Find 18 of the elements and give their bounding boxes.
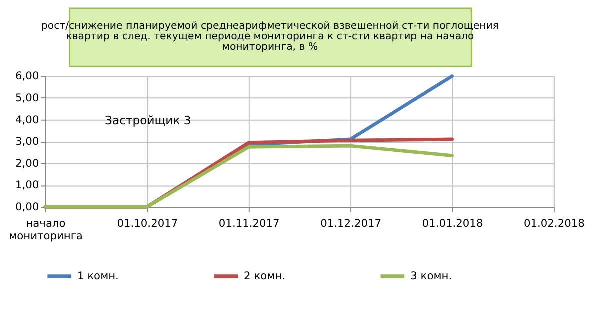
y-tick-label: 3,00	[16, 135, 40, 148]
x-tick-label: 01.10.2017	[117, 216, 178, 230]
legend-label: 3 комн.	[410, 269, 452, 282]
annotation: Застройщик 3	[105, 114, 192, 128]
legend-label: 1 комн.	[77, 269, 119, 282]
y-tick-label: 6,00	[16, 70, 40, 83]
y-tick-label: 2,00	[16, 156, 40, 170]
chart-title: рост/снижение планируемой среднеарифметической взвешенной ст-ти поглощения квартир в след. текущем периоде мониторинга к ст-сти квартир на начало мониторинга, в %	[41, 21, 499, 53]
x-tick-label: 01.11.2017	[218, 216, 280, 230]
x-tick-label: 01.02.2018	[524, 216, 586, 230]
y-tick-label: 4,00	[16, 113, 40, 126]
x-tick-label: начало мониторинга	[9, 216, 83, 242]
legend-label: 2 комн.	[244, 269, 286, 282]
y-tick-label: 5,00	[16, 91, 40, 104]
x-tick-label: 01.12.2017	[320, 216, 382, 230]
x-tick-label: 01.01.2018	[422, 216, 484, 230]
y-tick-label: 0,00	[16, 200, 40, 214]
y-tick-label: 1,00	[16, 178, 40, 192]
